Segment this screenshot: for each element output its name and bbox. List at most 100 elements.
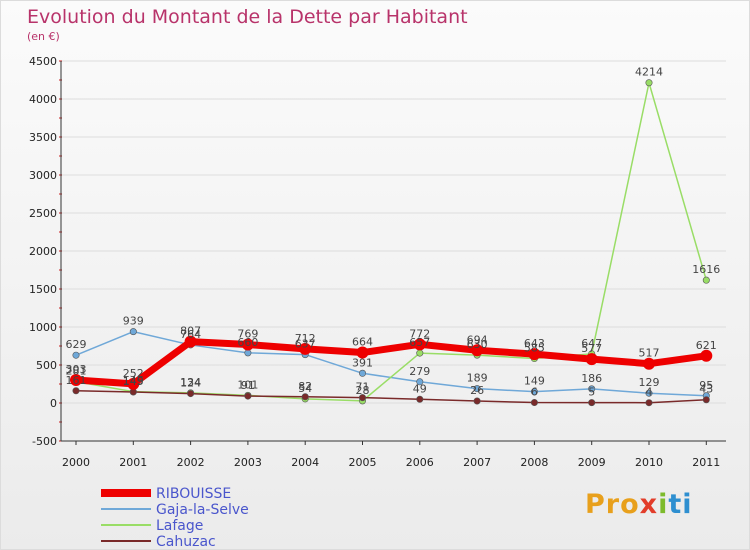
data-label: 49 (413, 382, 427, 395)
y-tick-label: 500 (36, 359, 57, 372)
logo-part-x: x (639, 489, 659, 520)
data-label: 1616 (692, 263, 720, 276)
data-label: 189 (467, 372, 488, 385)
x-tick-label: 2000 (62, 456, 90, 469)
data-label: 647 (581, 337, 602, 350)
data-point (358, 369, 366, 377)
data-point (702, 276, 710, 284)
data-point (72, 387, 80, 395)
data-label: 629 (66, 338, 87, 351)
series-line-cahuzac (75, 390, 707, 404)
data-point (127, 377, 140, 390)
x-tick-label: 2003 (234, 456, 262, 469)
data-label: 4 (646, 386, 653, 399)
y-tick-label: 0 (50, 397, 57, 410)
data-point (241, 338, 254, 351)
logo-part-ti: ti (668, 489, 693, 520)
data-label: 660 (237, 336, 258, 349)
data-label: 712 (295, 332, 316, 345)
data-label: 281 (66, 365, 87, 378)
legend-label: Cahuzac (156, 534, 216, 549)
data-point (473, 385, 481, 393)
data-label: 517 (639, 347, 660, 360)
data-point (530, 388, 538, 396)
data-point (301, 393, 309, 401)
data-label: 694 (467, 333, 488, 346)
series-layer (70, 79, 713, 407)
data-label: 303 (66, 363, 87, 376)
data-label: 279 (409, 365, 430, 378)
data-point (645, 79, 653, 87)
data-label: 129 (639, 376, 660, 389)
data-label: 28 (356, 384, 370, 397)
y-tick-label: 3500 (29, 131, 57, 144)
x-tick-label: 2009 (578, 456, 606, 469)
y-tick-label: 2500 (29, 207, 57, 220)
data-label: 54 (298, 382, 312, 395)
logo-part-pro: Pro (585, 489, 640, 520)
data-point (184, 335, 197, 348)
data-point (643, 357, 655, 370)
data-point (416, 378, 424, 386)
data-label: 91 (241, 379, 255, 392)
y-tick-label: 4000 (29, 93, 57, 106)
data-label: 6 (531, 386, 538, 399)
y-tick-label: 1000 (29, 321, 57, 334)
x-tick-label: 2004 (291, 456, 319, 469)
x-tick-label: 2008 (520, 456, 548, 469)
x-tick-label: 2011 (692, 456, 720, 469)
data-point (129, 328, 137, 336)
data-label: 82 (298, 380, 312, 393)
data-point (356, 346, 369, 359)
data-label: 186 (581, 372, 602, 385)
data-point (528, 348, 541, 361)
data-label: 43 (699, 383, 713, 396)
data-label: 71 (356, 381, 370, 394)
data-label: 149 (524, 375, 545, 388)
series-line-ribouisse (75, 338, 707, 388)
x-tick-label: 2001 (119, 456, 147, 469)
data-label: 101 (237, 378, 258, 391)
logo-part-i: i (658, 489, 669, 520)
y-tick-label: 4500 (29, 55, 57, 68)
chart-title: Evolution du Montant de la Dette par Hab… (27, 6, 468, 28)
data-label: 95 (699, 379, 713, 392)
y-tick-label: 2000 (29, 245, 57, 258)
data-label: 772 (409, 327, 430, 340)
data-point (645, 399, 653, 407)
data-label: 630 (467, 338, 488, 351)
legend-label: Gaja-la-Selve (156, 502, 249, 518)
data-point (588, 385, 596, 393)
data-point (645, 389, 653, 397)
data-point (358, 394, 366, 402)
data-label: 637 (295, 338, 316, 351)
data-label: 664 (352, 336, 373, 349)
x-tick-label: 2007 (463, 456, 491, 469)
data-point (588, 399, 596, 407)
data-label: 769 (237, 328, 258, 341)
legend-label: RIBOUISSE (156, 486, 231, 502)
axes: -500 0 500 1000 1500 2000 2500 3000 3500 4000 4500… (29, 55, 726, 469)
x-tick-label: 2010 (635, 456, 663, 469)
proxiti-logo: Proxiti (585, 489, 693, 520)
data-label: 657 (409, 336, 430, 349)
data-point (299, 342, 312, 355)
data-label: 145 (123, 375, 144, 388)
data-label: 252 (123, 367, 144, 380)
data-label: 124 (180, 377, 201, 390)
data-point (585, 353, 598, 366)
data-point (473, 397, 481, 405)
data-label: 149 (123, 375, 144, 388)
y-tick-label: 3000 (29, 169, 57, 182)
data-point (70, 373, 82, 386)
data-point (244, 349, 252, 357)
y-tick-label: -500 (32, 435, 57, 448)
data-point (416, 395, 424, 403)
data-label: 5 (588, 386, 595, 399)
x-tick-label: 2002 (177, 456, 205, 469)
data-point (244, 392, 252, 400)
data-label: 585 (524, 342, 545, 355)
grid (61, 60, 726, 442)
